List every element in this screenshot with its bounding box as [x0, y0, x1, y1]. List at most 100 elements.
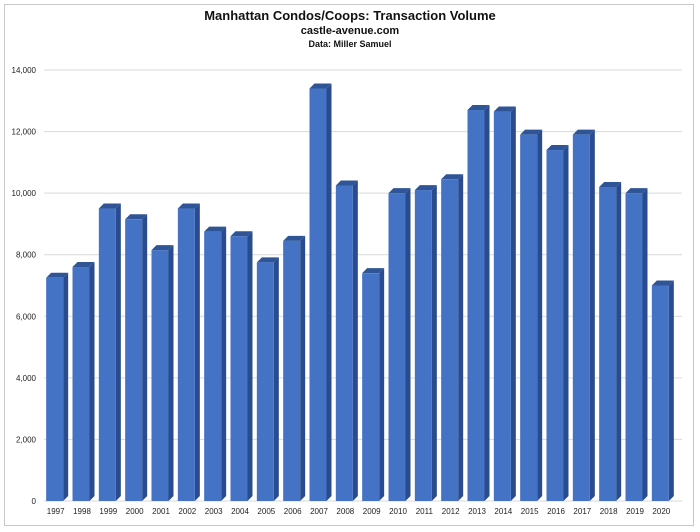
bar-side	[326, 83, 332, 501]
bar-side	[458, 174, 464, 501]
bar-front	[177, 208, 195, 502]
bar-top	[441, 174, 464, 180]
bar-2012	[441, 174, 464, 501]
bar-side	[194, 203, 200, 502]
x-tick-label: 2012	[442, 507, 460, 516]
bar-side	[352, 180, 358, 502]
bar-2014	[493, 106, 516, 501]
bar-front	[72, 267, 90, 501]
x-tick-label: 2020	[652, 507, 670, 516]
bar-front	[493, 111, 511, 501]
bar-top	[467, 105, 490, 111]
y-tick-label: 4,000	[16, 374, 37, 383]
bar-1998	[72, 262, 95, 501]
bar-2009	[362, 268, 385, 501]
bar-side	[510, 106, 516, 501]
y-tick-label: 2,000	[16, 435, 37, 444]
bar-top	[362, 268, 385, 274]
bar-side	[589, 129, 595, 501]
bar-front	[467, 110, 485, 502]
bar-front	[362, 273, 380, 501]
bar-front	[388, 193, 406, 501]
x-tick-label: 2007	[310, 507, 328, 516]
chart-title: Manhattan Condos/Coops: Transaction Volu…	[204, 8, 496, 23]
x-tick-label: 2015	[521, 507, 539, 516]
bar-side	[300, 235, 306, 501]
y-tick-label: 8,000	[16, 251, 37, 260]
bar-front	[625, 193, 643, 501]
bar-2018	[599, 181, 622, 501]
bar-top	[388, 188, 411, 194]
bar-front	[283, 240, 301, 501]
bar-2004	[230, 231, 253, 501]
bar-side	[221, 226, 227, 501]
bar-2013	[467, 105, 490, 502]
x-tick-label: 2017	[573, 507, 591, 516]
y-tick-label: 12,000	[12, 128, 37, 137]
bar-2000	[125, 214, 148, 501]
bar-front	[651, 285, 669, 501]
bar-front	[520, 134, 538, 501]
bar-front	[546, 150, 564, 502]
bars	[46, 83, 674, 502]
bar-2017	[572, 129, 595, 501]
bar-front	[335, 185, 353, 502]
x-tick-label: 2019	[626, 507, 644, 516]
bar-2011	[414, 185, 437, 502]
bar-side	[379, 268, 385, 501]
bar-1997	[46, 272, 69, 501]
bar-front	[204, 231, 222, 501]
bar-top	[125, 214, 148, 220]
x-tick-label: 2008	[336, 507, 354, 516]
bar-side	[668, 280, 674, 501]
x-tick-label: 2004	[231, 507, 249, 516]
bar-front	[125, 219, 143, 501]
bar-front	[256, 262, 274, 501]
bar-side	[616, 181, 622, 501]
y-axis: 0 2,000 4,000 6,000 8,000 10,000 12,000 14,000	[12, 66, 37, 506]
x-tick-label: 2016	[547, 507, 565, 516]
x-tick-label: 2002	[178, 507, 196, 516]
bar-top	[46, 272, 69, 278]
bar-side	[247, 231, 253, 501]
bar-2015	[520, 129, 543, 501]
bar-top	[414, 185, 437, 191]
bar-top	[651, 280, 674, 286]
bar-2010	[388, 188, 411, 501]
bar-front	[309, 88, 327, 501]
bar-top	[177, 203, 200, 209]
bar-side	[89, 262, 95, 501]
bar-top	[151, 245, 174, 251]
bar-top	[599, 181, 622, 187]
x-tick-label: 2010	[389, 507, 407, 516]
bar-side	[115, 203, 121, 502]
chart-subtitle: castle-avenue.com	[300, 25, 400, 37]
bar-2007	[309, 83, 332, 501]
bar-top	[98, 203, 121, 209]
x-axis: 1997 1998 1999 2000 2001 2002 2003 2004 2005 2006…	[47, 507, 671, 516]
bar-2002	[177, 203, 200, 502]
bar-side	[273, 257, 279, 501]
bar-side	[142, 214, 148, 501]
x-tick-label: 2011	[416, 507, 434, 516]
bar-top	[256, 257, 279, 263]
bar-top	[520, 129, 543, 135]
bar-top	[335, 180, 358, 186]
x-tick-label: 2003	[205, 507, 223, 516]
y-tick-label: 10,000	[12, 189, 37, 198]
bar-front	[151, 250, 169, 501]
x-tick-label: 2005	[257, 507, 275, 516]
bar-top	[309, 83, 332, 89]
bar-side	[405, 188, 411, 501]
bar-top	[283, 235, 306, 241]
bar-top	[625, 188, 648, 194]
x-tick-label: 2000	[126, 507, 144, 516]
bar-top	[230, 231, 253, 237]
y-tick-label: 14,000	[12, 66, 37, 75]
x-tick-label: 2009	[363, 507, 381, 516]
x-tick-label: 1997	[47, 507, 65, 516]
bar-side	[563, 145, 569, 502]
x-tick-label: 1998	[73, 507, 91, 516]
bar-front	[230, 236, 248, 501]
bar-side	[484, 105, 490, 502]
